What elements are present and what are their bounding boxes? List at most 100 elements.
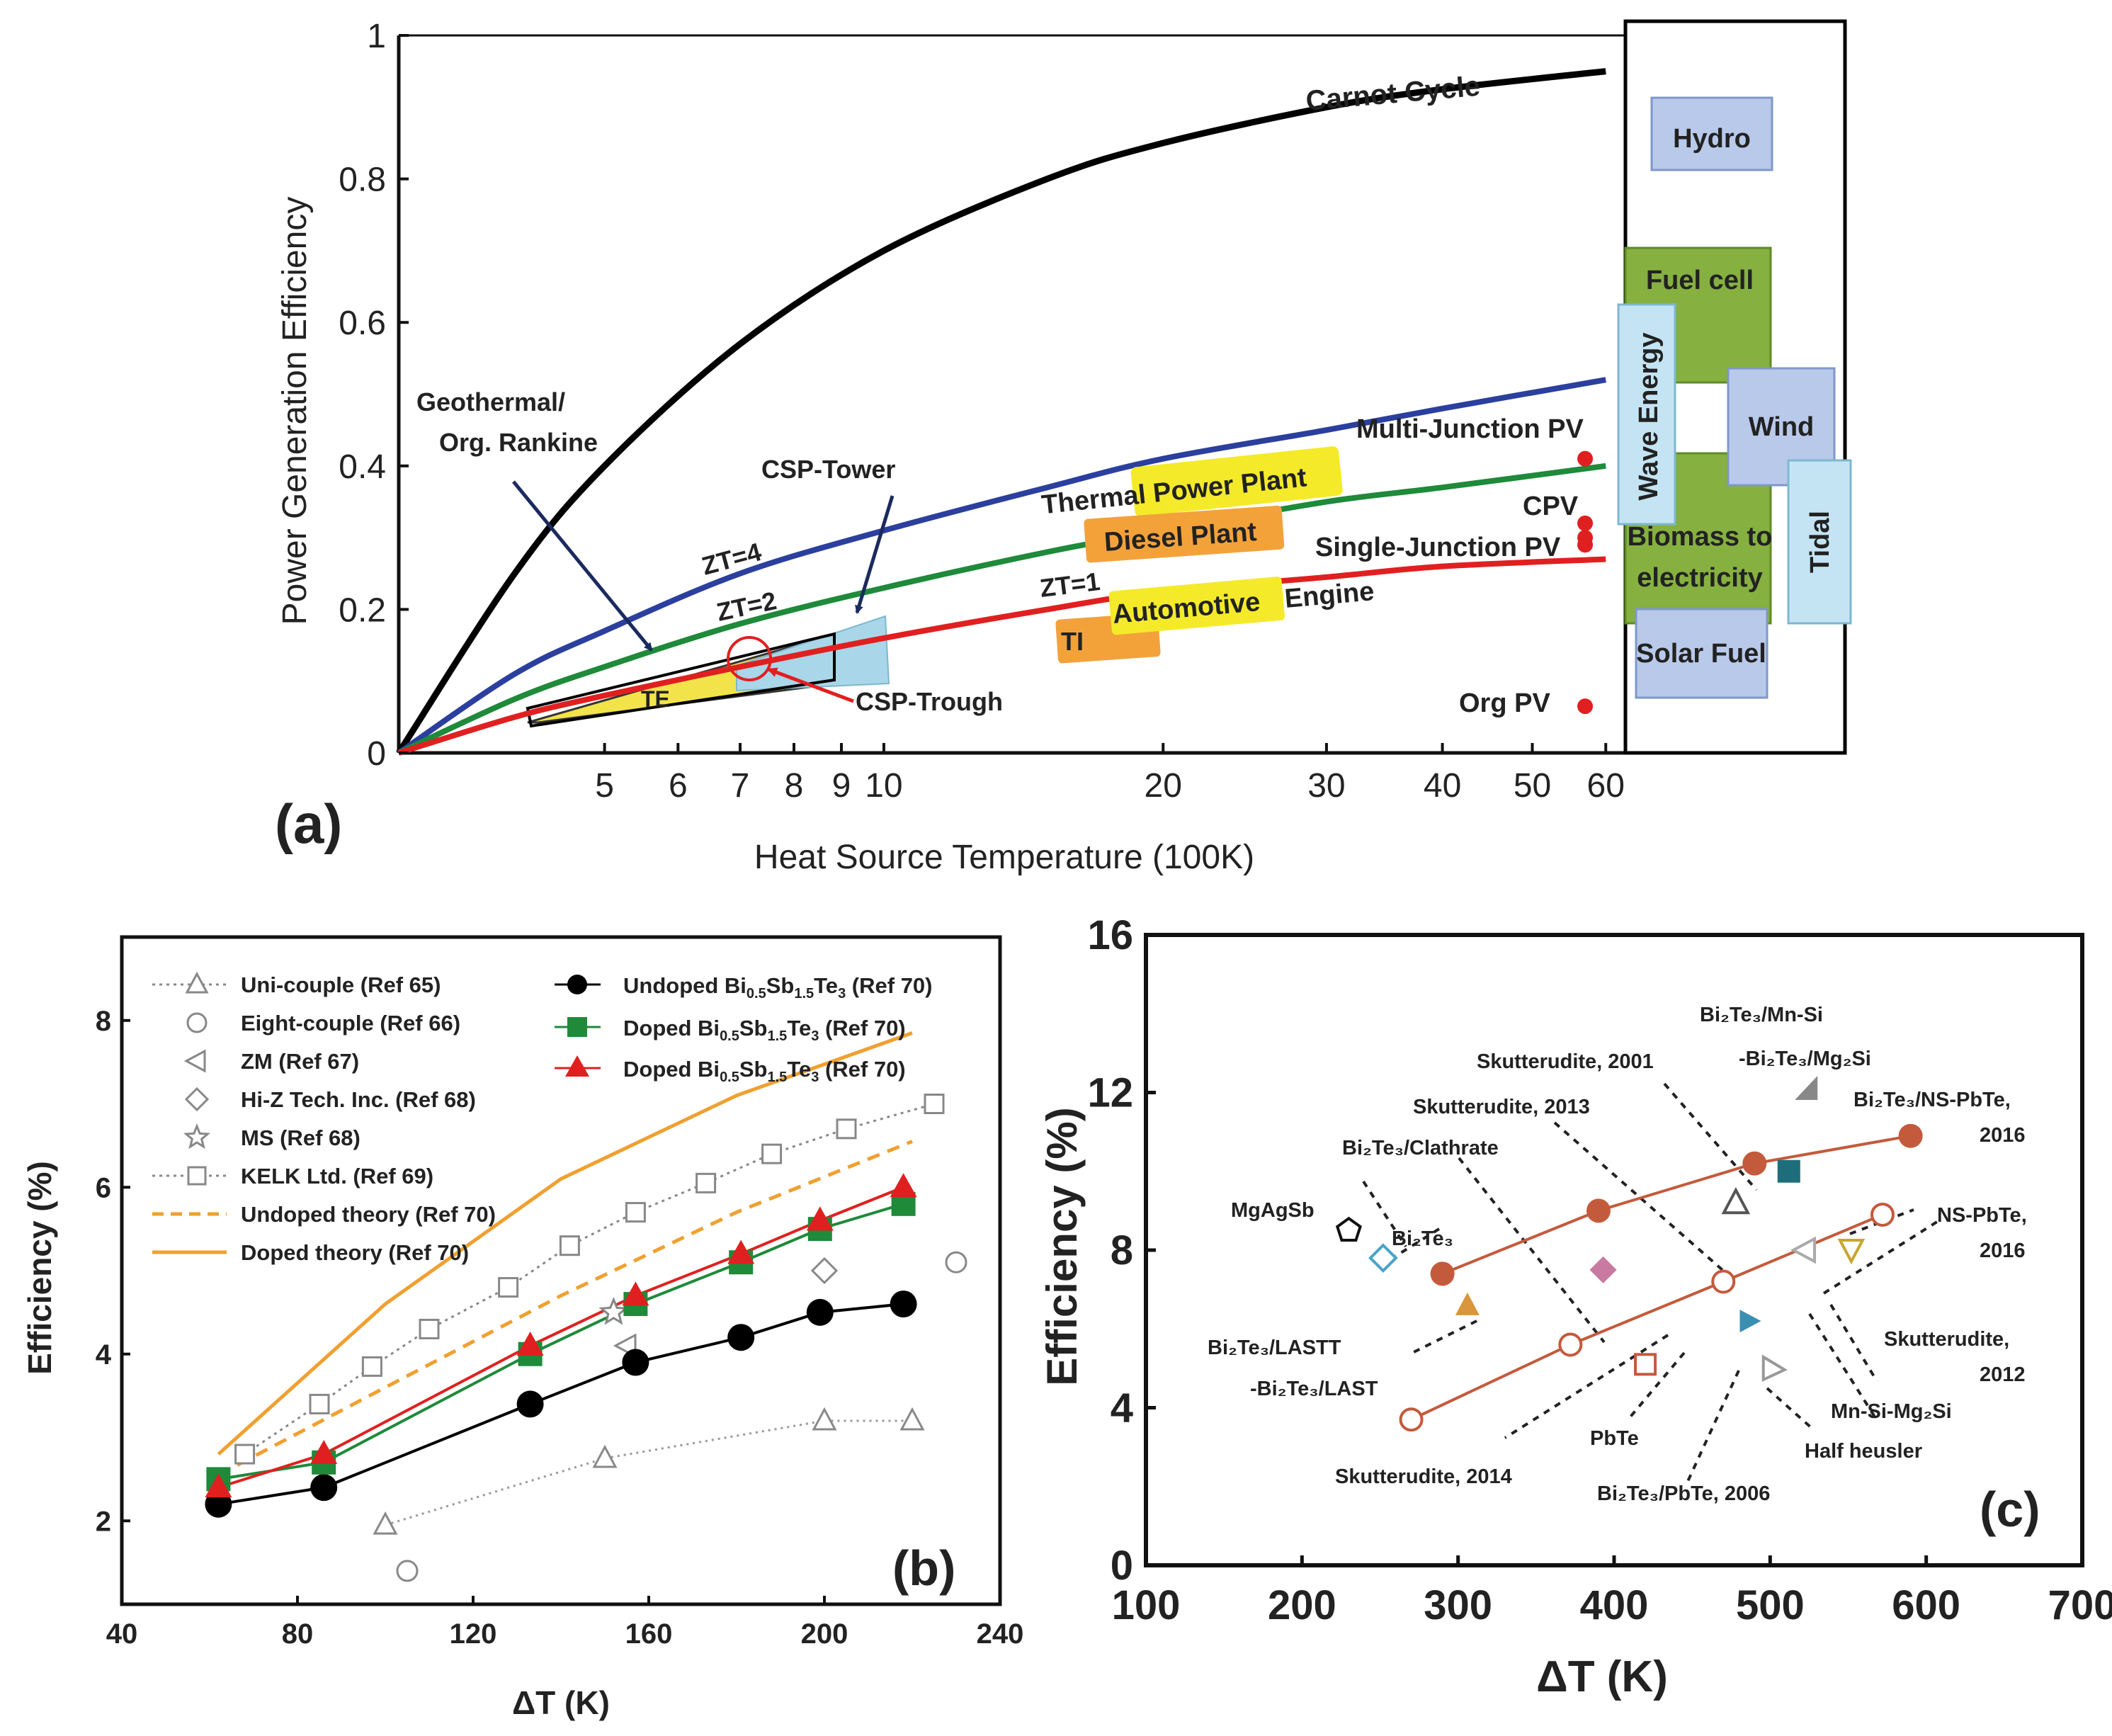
panel-a-x-tick-label: 50 <box>1514 767 1551 805</box>
panel-c-point-diamond-open <box>1368 1243 1398 1273</box>
panel-c-filled-circle <box>1586 1198 1611 1223</box>
geothermal-label-1: Geothermal/ <box>416 387 565 416</box>
biomass-label-2: electricity <box>1637 563 1762 593</box>
legend-dr-sub3: 3 <box>811 1070 819 1085</box>
zt1-label: ZT=1 <box>1038 567 1101 603</box>
panel-b-point <box>727 1324 755 1351</box>
panel-c-point-triangle-teal <box>1739 1310 1761 1333</box>
leader-nspbte-2016 <box>1822 1220 1938 1295</box>
csp-tower-label: CSP-Tower <box>761 455 895 484</box>
panel-c-x-tick-label: 300 <box>1424 1582 1492 1628</box>
panel-b-x-tick-label: 80 <box>282 1618 314 1650</box>
panel-a-series-zt-2 <box>397 463 1606 756</box>
panel-a-series-zt-1 <box>397 556 1606 756</box>
biomass-label-1: Biomass to <box>1628 522 1773 552</box>
panel-b-legend-left: Uni-couple (Ref 65) Eight-couple (Ref 66)… <box>152 971 496 1265</box>
te-outline <box>526 632 836 728</box>
panel-a-y-tick-label: 1 <box>367 18 386 55</box>
ann-halfh: Half heusler <box>1805 1440 1922 1463</box>
panel-b-point <box>309 1393 330 1414</box>
panel-a-x-tick-label: 8 <box>785 767 804 805</box>
legend-dg-pre: Doped Bi <box>623 1016 720 1040</box>
panel-c-open-circle <box>1558 1332 1583 1357</box>
csp-tower-arrow <box>855 495 895 614</box>
panel-c-filled-circle <box>1742 1151 1767 1176</box>
leader-sk2014 <box>1504 1334 1669 1439</box>
ann-nspbte-2a: NS-PbTe, <box>1937 1204 2027 1227</box>
panel-a-x-tick-label: 10 <box>865 767 902 805</box>
legend-text: ZM (Ref 67) <box>241 1049 359 1074</box>
legend-dg-m: Sb <box>739 1016 768 1040</box>
panel-b-point <box>899 1407 925 1431</box>
panel-c-point-triangle-down-gold <box>1837 1239 1866 1265</box>
panel-b-y-label: Efficiency (%) <box>21 1161 58 1375</box>
panel-c-point-triangle-open <box>1721 1186 1751 1215</box>
panel-b-point <box>498 1277 519 1298</box>
panel-b-y-tick-label: 2 <box>96 1506 111 1537</box>
legend-dr-sub1: 0.5 <box>720 1070 739 1085</box>
legend-marker <box>187 1166 207 1186</box>
panel-a-tag: (a) <box>275 793 342 855</box>
panel-b-point <box>761 1143 783 1164</box>
ann-sk2012-1: Skutterudite, <box>1884 1328 2009 1351</box>
panel-b-point <box>516 1331 544 1356</box>
panel-c-point-pentagon <box>1335 1216 1362 1242</box>
legend-marker <box>183 1049 206 1073</box>
panel-b-y-tick-label: 4 <box>96 1339 112 1371</box>
legend-undoped-post: (Ref 70) <box>846 973 932 998</box>
carnot-label: Carnot Cycle <box>1305 71 1482 117</box>
ann-sk2013: Skutterudite, 2013 <box>1413 1096 1590 1118</box>
panel-c-open-circle <box>1711 1269 1736 1294</box>
te-label: TE <box>641 686 670 712</box>
legend-marker <box>184 1087 210 1112</box>
legend-marker <box>186 1012 208 1033</box>
legend-text: KELK Ltd. (Ref 69) <box>241 1164 433 1188</box>
panel-c-x-tick-label: 400 <box>1580 1582 1649 1628</box>
ann-lastt-2: -Bi₂Te₃/LAST <box>1250 1378 1378 1400</box>
panel-a-pv-point <box>1577 515 1594 531</box>
panel-b-legend-right: Undoped Bi0.5Sb1.5Te3 (Ref 70) Doped Bi0… <box>555 973 933 1085</box>
panel-c-y-label: Efficiency (%) <box>1038 1107 1086 1385</box>
panel-b-point <box>205 1473 232 1498</box>
panel-b-point <box>234 1443 256 1465</box>
leader-halfh <box>1766 1387 1815 1431</box>
panel-b-point <box>836 1118 857 1140</box>
fuel-cell-label: Fuel cell <box>1646 266 1754 295</box>
panel-b-point <box>890 1173 917 1198</box>
panel-a-y-tick-label: 0.2 <box>339 591 386 629</box>
legend-undoped-pre: Undoped Bi <box>623 973 746 998</box>
panel-c-y-tick-label: 8 <box>1111 1227 1133 1273</box>
panel-b-point <box>625 1202 646 1223</box>
panel-a-y-tick-label: 0 <box>367 735 386 773</box>
panel-a-series-zt-4 <box>397 377 1606 756</box>
ti-label: TI <box>1061 627 1084 656</box>
panel-c-filled-circle <box>1898 1123 1923 1148</box>
diesel-highlight <box>1084 505 1285 563</box>
ann-mgagsb: MgAgSb <box>1231 1199 1315 1222</box>
ann-nspbte-2b: 2016 <box>1980 1239 2026 1262</box>
legend-text: Uni-couple (Ref 65) <box>241 972 441 997</box>
legend-undoped-text: Undoped Bi0.5Sb1.5Te3 (Ref 70) <box>623 973 933 1002</box>
panel-b-frame <box>120 935 1002 1606</box>
panel-b-y-tick-label: 8 <box>96 1006 111 1037</box>
panel-b-point <box>806 1206 834 1231</box>
panel-a: Carnot Cycle ZT=4 ZT=2 ZT=1 Geothermal/ … <box>275 18 1852 876</box>
panel-c-point-triangle-gray <box>1795 1075 1818 1100</box>
hydro-box <box>1650 96 1773 171</box>
panel-c-annotations: MgAgSb Bi₂Te₃ Bi₂Te₃/LASTT -Bi₂Te₃/LAST … <box>1208 1004 2027 1505</box>
panel-b-point <box>890 1290 917 1318</box>
panel-b-point <box>310 1440 338 1465</box>
panel-b-uni-couple-ref-65-line <box>385 1419 912 1526</box>
legend-text: MS (Ref 68) <box>241 1125 360 1150</box>
hydro-label: Hydro <box>1673 124 1751 154</box>
panel-b-point <box>419 1318 440 1339</box>
ann-sk2001: Skutterudite, 2001 <box>1477 1050 1654 1073</box>
legend-dr-pre: Doped Bi <box>623 1057 720 1082</box>
legend-doped-red-text: Doped Bi0.5Sb1.5Te3 (Ref 70) <box>623 1057 906 1085</box>
multi-junction-pv-label: Multi-Junction PV <box>1356 414 1584 444</box>
panel-a-x-tick-label: 9 <box>832 767 851 805</box>
panel-a-x-tick-label: 7 <box>731 767 750 805</box>
legend-dr-sub2: 1.5 <box>768 1070 788 1085</box>
legend-dg-sub3: 3 <box>811 1028 819 1044</box>
